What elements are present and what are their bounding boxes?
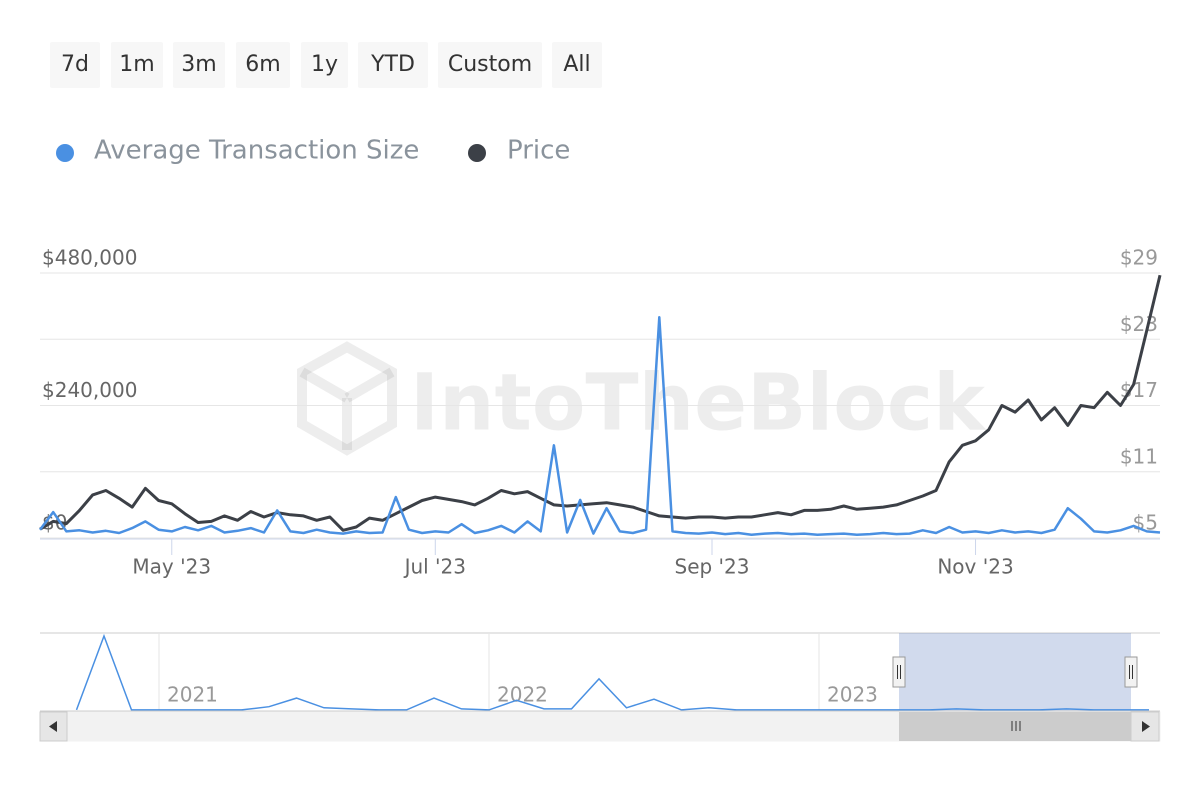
range-button[interactable]: 1y <box>301 42 348 88</box>
scrollbar-thumb[interactable] <box>899 712 1131 741</box>
series-line <box>39 315 1161 536</box>
navigator-handle[interactable] <box>892 656 906 688</box>
y2-tick-label: $29 <box>1120 246 1158 270</box>
legend-marker <box>56 144 74 162</box>
x-tick-label: Jul '23 <box>403 555 466 579</box>
y2-tick-label: $11 <box>1120 444 1158 468</box>
navigator-label: 2021 <box>167 683 218 707</box>
y-tick-label: $480,000 <box>42 246 137 270</box>
range-button[interactable]: 1m <box>111 42 163 88</box>
range-button[interactable]: All <box>552 42 602 88</box>
navigator-frame <box>40 632 1160 711</box>
watermark: IntoTheBlock <box>410 358 987 448</box>
legend-item[interactable]: Price <box>468 136 570 166</box>
legend-label: Average Transaction Size <box>94 136 419 166</box>
navigator-handle[interactable] <box>1124 656 1138 688</box>
y-tick-label: $240,000 <box>42 378 137 402</box>
x-tick-label: Sep '23 <box>675 555 750 579</box>
range-button[interactable]: 7d <box>50 42 100 88</box>
legend-item[interactable]: Average Transaction Size <box>56 136 419 166</box>
x-tick-label: May '23 <box>132 555 211 579</box>
arrow <box>1142 721 1150 732</box>
range-button[interactable]: 3m <box>173 42 225 88</box>
range-button[interactable]: Custom <box>438 42 542 88</box>
series-line <box>39 274 1162 532</box>
watermark-logo <box>297 341 397 456</box>
navigator-line <box>75 633 1149 711</box>
x-tick-label: Nov '23 <box>937 555 1013 579</box>
navigator-label: 2023 <box>827 683 878 707</box>
range-button[interactable]: 6m <box>236 42 290 88</box>
arrow <box>49 721 57 732</box>
range-button[interactable]: YTD <box>358 42 428 88</box>
legend-label: Price <box>507 136 570 166</box>
y2-tick-label: $23 <box>1120 312 1158 336</box>
legend-marker <box>468 144 486 162</box>
